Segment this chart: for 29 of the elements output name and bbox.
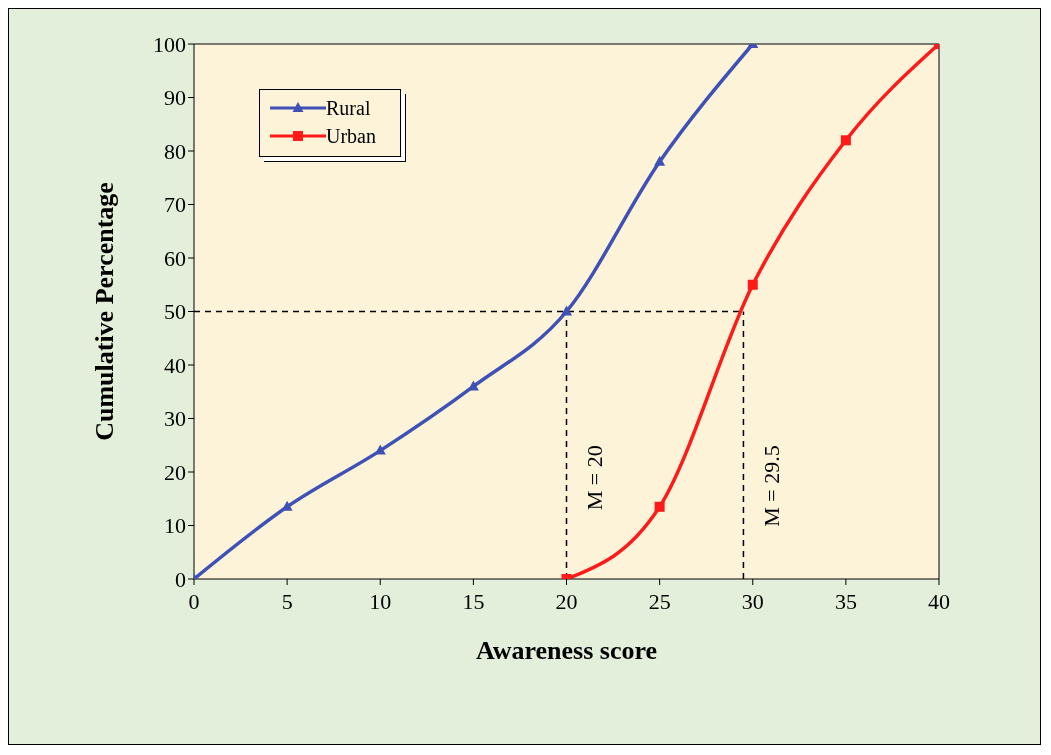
- x-tick-label: 30: [741, 588, 764, 614]
- y-tick-label: 40: [164, 352, 186, 378]
- legend-label: Urban: [326, 124, 376, 148]
- y-tick-label: 20: [164, 459, 186, 485]
- y-tick-label: 0: [175, 566, 186, 592]
- y-tick-label: 60: [164, 245, 186, 271]
- y-tick-label: 30: [164, 406, 186, 432]
- point: [747, 279, 758, 290]
- ref-line-label: M = 20: [582, 445, 608, 511]
- y-tick-label: 50: [164, 299, 186, 325]
- y-tick-label: 10: [164, 513, 186, 539]
- x-tick-label: 35: [834, 588, 857, 614]
- y-tick-label: 70: [164, 192, 186, 218]
- x-tick-label: 40: [928, 588, 950, 614]
- point: [561, 305, 572, 316]
- x-tick-label: 10: [369, 588, 392, 614]
- x-axis-title: Awareness score: [475, 636, 658, 665]
- y-tick-label: 80: [164, 138, 186, 164]
- ref-line-label: M = 29.5: [759, 445, 785, 527]
- x-tick-label: 15: [462, 588, 485, 614]
- x-tick-label: 20: [555, 588, 578, 614]
- y-tick-label: 90: [164, 85, 186, 111]
- point: [840, 135, 851, 146]
- x-tick-label: 5: [281, 588, 293, 614]
- y-tick-label: 100: [153, 31, 186, 57]
- point: [654, 501, 665, 512]
- y-axis-title: Cumulative Percentage: [90, 182, 120, 441]
- x-tick-label: 25: [648, 588, 671, 614]
- legend-label: Rural: [326, 96, 371, 120]
